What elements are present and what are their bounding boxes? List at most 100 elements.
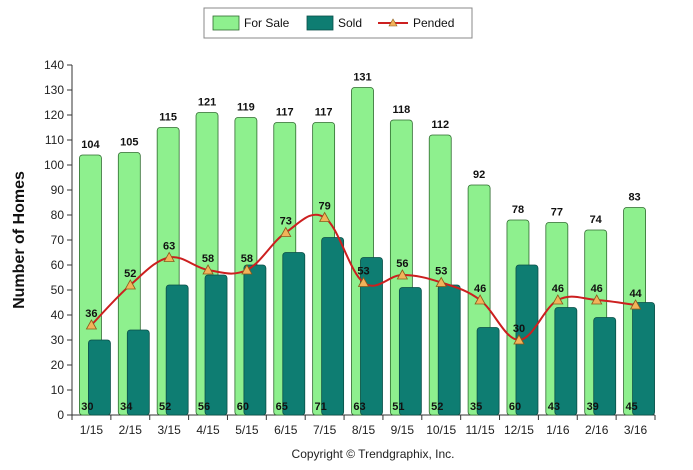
for-sale-value-label: 131 (353, 72, 371, 84)
sold-value-label: 43 (548, 401, 560, 413)
x-tick-label: 2/16 (585, 423, 609, 437)
pended-value-label: 30 (513, 323, 525, 335)
pended-marker (85, 319, 98, 330)
sold-bar (554, 307, 578, 416)
x-tick-label: 5/15 (235, 423, 259, 437)
legend: For Sale Sold Pended (203, 7, 473, 39)
y-tick-label: 50 (51, 283, 65, 297)
sold-value-label: 60 (509, 401, 521, 413)
x-tick-label: 11/15 (466, 423, 495, 437)
pended-value-label: 44 (629, 288, 642, 300)
x-tick-label: 3/16 (624, 423, 648, 437)
for-sale-value-label: 121 (198, 97, 216, 109)
pended-value-label: 58 (241, 253, 253, 265)
sold-value-label: 51 (392, 401, 404, 413)
sold-bar (632, 302, 655, 416)
y-tick-label: 130 (44, 83, 64, 97)
y-tick-label: 100 (44, 158, 64, 172)
sold-value-label: 60 (237, 401, 249, 413)
sold-bar (321, 237, 345, 416)
sold-value-label: 52 (159, 401, 171, 413)
pended-line-layer (85, 211, 642, 345)
y-tick-label: 110 (45, 133, 64, 147)
pended-value-label: 52 (124, 268, 136, 280)
sold-value-label: 56 (198, 401, 210, 413)
sold-bar (360, 257, 383, 416)
y-axis-label: Number of Homes (11, 171, 28, 309)
sold-bar (282, 252, 306, 416)
for-sale-value-label: 83 (628, 192, 640, 204)
y-tick-label: 20 (51, 358, 65, 372)
pended-marker (163, 251, 175, 262)
for-sale-value-label: 117 (315, 107, 333, 119)
pended-marker (318, 211, 331, 222)
y-tick-label: 70 (51, 233, 65, 247)
for-sale-value-label: 78 (512, 204, 524, 216)
sold-bar (126, 329, 150, 416)
for-sale-value-label: 74 (590, 214, 603, 226)
for-sale-value-label: 77 (551, 207, 563, 219)
sold-value-label: 63 (353, 401, 365, 413)
sold-bar (437, 284, 461, 416)
y-tick-label: 0 (57, 408, 64, 422)
pended-value-label: 56 (396, 258, 408, 270)
sold-bar (476, 327, 500, 416)
pended-marker (552, 294, 564, 305)
x-tick-label: 3/15 (157, 423, 181, 437)
pended-value-label: 79 (319, 201, 331, 213)
legend-label-sold: Sold (338, 16, 362, 30)
pended-marker (396, 269, 409, 280)
pended-value-label: 46 (591, 283, 603, 295)
sold-value-label: 30 (81, 401, 93, 413)
pended-marker (435, 276, 447, 287)
y-tick-label: 90 (51, 183, 65, 197)
y-tick-label: 10 (51, 383, 65, 397)
pended-value-label: 36 (85, 308, 97, 320)
pended-value-label: 46 (552, 283, 564, 295)
y-tick-label: 60 (51, 258, 65, 272)
y-tick-label: 80 (51, 208, 65, 222)
y-tick-label: 30 (51, 333, 65, 347)
x-tick-label: 8/15 (352, 423, 376, 437)
for-sale-value-label: 92 (473, 169, 485, 181)
bars-layer (79, 87, 655, 416)
pended-marker (202, 264, 214, 275)
x-tick-label: 12/15 (504, 423, 534, 437)
x-tick-label: 1/15 (80, 423, 104, 437)
legend-marker-pended (388, 18, 398, 27)
sold-bar (165, 284, 189, 416)
sold-bar (243, 264, 267, 416)
sold-bar (88, 339, 111, 416)
sold-value-label: 39 (587, 401, 599, 413)
pended-marker (474, 294, 486, 305)
sold-value-label: 45 (625, 401, 637, 413)
legend-label-pended: Pended (413, 16, 454, 30)
sold-value-label: 35 (470, 401, 482, 413)
sold-bar (204, 274, 228, 416)
sold-value-label: 34 (120, 401, 133, 413)
for-sale-value-label: 115 (159, 112, 177, 124)
pended-marker (513, 334, 525, 345)
for-sale-value-label: 104 (81, 139, 100, 151)
pended-value-label: 58 (202, 253, 214, 265)
legend-box (203, 7, 473, 39)
pended-value-label: 53 (357, 266, 369, 278)
pended-marker (124, 279, 136, 290)
for-sale-value-label: 105 (120, 137, 138, 149)
data-labels-layer: 104 105 115 121 119 117 117 131 118 112 92 78 77 74 83… (81, 72, 642, 414)
x-tick-label: 10/15 (426, 423, 456, 437)
y-axis: 0 10 20 30 40 50 60 70 80 90 100 110 120 130 140 (44, 58, 73, 422)
pended-value-label: 63 (163, 241, 175, 253)
legend-label-for-sale: For Sale (244, 16, 290, 30)
for-sale-value-label: 117 (276, 107, 294, 119)
pended-marker (591, 294, 603, 305)
x-tick-label: 9/15 (391, 423, 415, 437)
y-tick-label: 40 (51, 308, 65, 322)
x-tick-label: 6/15 (274, 423, 298, 437)
x-tick-label: 2/15 (119, 423, 143, 437)
legend-swatch-for-sale (212, 15, 240, 31)
x-axis: 1/15 2/15 3/15 4/15 5/15 6/15 7/15 8/15 9/15 10/1… (71, 414, 656, 437)
pended-value-label: 53 (435, 266, 447, 278)
sold-value-label: 65 (276, 401, 288, 413)
